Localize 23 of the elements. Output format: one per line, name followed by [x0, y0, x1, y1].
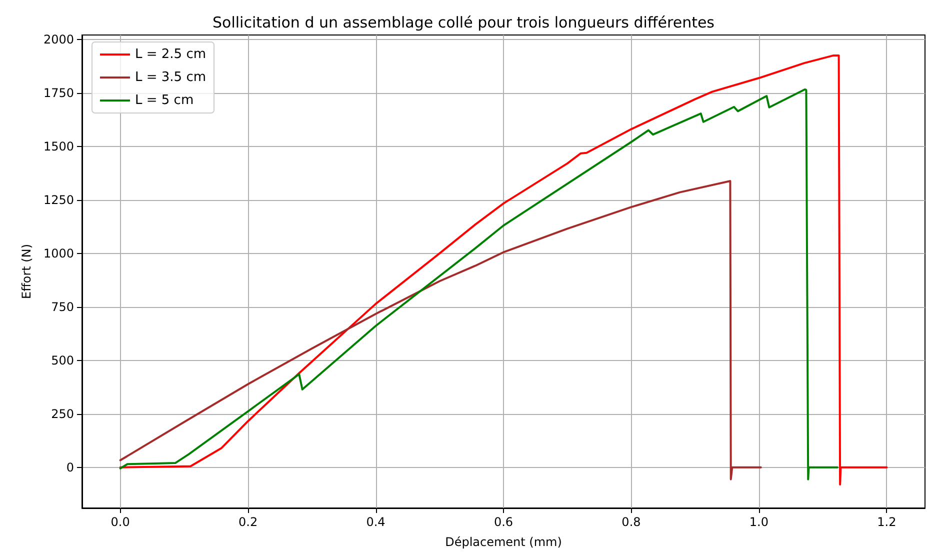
y-axis-title: Effort (N)	[20, 244, 34, 299]
x-tick-label: 0.4	[366, 515, 386, 529]
y-tick-label: 2000	[43, 32, 74, 46]
y-tick-label: 0	[66, 460, 74, 474]
x-tick-label: 0.0	[110, 515, 130, 529]
chart-title: Sollicitation d un assemblage collé pour trois longueurs différentes	[212, 14, 715, 32]
x-tick-label: 1.0	[749, 515, 768, 529]
x-tick-label: 0.8	[622, 515, 641, 529]
legend-label: L = 2.5 cm	[135, 47, 206, 62]
y-tick-label: 1000	[43, 246, 74, 260]
line-series	[119, 180, 762, 480]
y-tick-label: 250	[51, 406, 74, 421]
y-tick-label: 750	[51, 300, 74, 314]
legend-label: L = 3.5 cm	[135, 70, 206, 85]
y-tick-label: 1250	[43, 192, 74, 207]
y-tick-label: 1750	[43, 86, 74, 100]
x-tick-label: 0.2	[238, 515, 258, 529]
x-axis-title: Déplacement (mm)	[445, 535, 562, 549]
legend-label: L = 5 cm	[135, 93, 194, 108]
y-tick-label: 1500	[43, 139, 74, 154]
x-tick-label: 0.6	[494, 515, 514, 529]
x-tick-label: 1.2	[877, 515, 896, 529]
y-tick-label: 500	[51, 353, 74, 368]
